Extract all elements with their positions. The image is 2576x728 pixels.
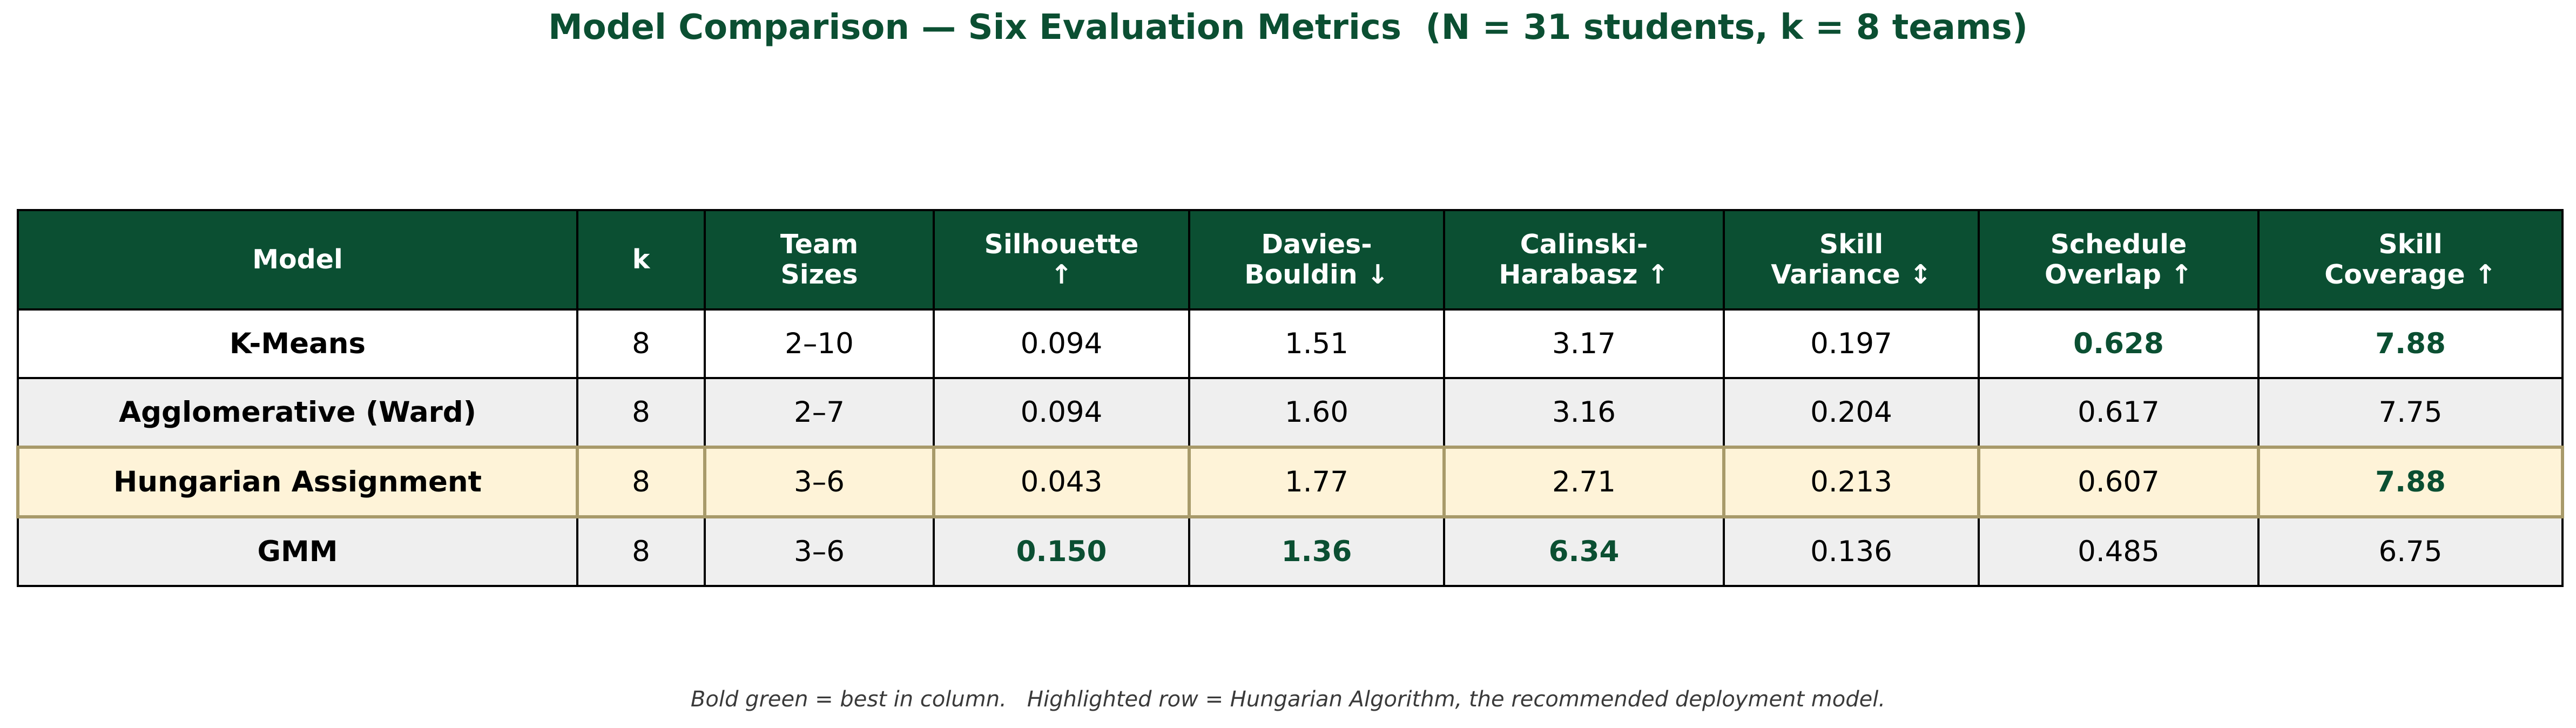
table-row: Hungarian Assignment 8 3–6 0.043 1.77 2.71 0.2… — [16, 446, 2564, 518]
column-header-line: Skill — [2378, 229, 2443, 260]
column-header-silhouette: Silhouette ↑ — [933, 209, 1190, 311]
cell-calinski-harabasz: 3.16 — [1443, 377, 1725, 448]
comparison-table: Model k Team Sizes Silhouette ↑ Davies- Bouldin… — [16, 209, 2564, 587]
table-body: K-Means 8 2–10 0.094 1.51 3.17 0.197 0.628 7.88 A… — [16, 308, 2564, 587]
table-row: Agglomerative (Ward) 8 2–7 0.094 1.60 3.16 0.2… — [17, 377, 2564, 448]
cell-davies-bouldin: 1.36 — [1188, 516, 1445, 587]
cell-skill-coverage: 7.88 — [2257, 446, 2564, 518]
column-header-k: k — [576, 209, 706, 311]
cell-model: Agglomerative (Ward) — [17, 377, 578, 448]
column-header-line: Davies- — [1261, 229, 1372, 260]
column-header-model: Model — [17, 209, 578, 311]
cell-silhouette: 0.094 — [933, 377, 1190, 448]
cell-skill-variance: 0.197 — [1723, 308, 1980, 379]
column-header-calinski-harabasz: Calinski- Harabasz ↑ — [1443, 209, 1725, 311]
column-header-line: Variance ↕ — [1771, 259, 1932, 290]
cell-team-sizes: 3–6 — [704, 516, 935, 587]
cell-davies-bouldin: 1.77 — [1188, 446, 1446, 518]
chart-title: Model Comparison — Six Evaluation Metric… — [548, 8, 2028, 48]
column-header-line: Overlap ↑ — [2044, 259, 2193, 290]
cell-team-sizes: 2–7 — [704, 377, 935, 448]
cell-schedule-overlap: 0.628 — [1978, 308, 2260, 379]
column-header-team-sizes: Team Sizes — [704, 209, 935, 311]
column-header-line: k — [632, 244, 650, 275]
cell-team-sizes: 3–6 — [703, 446, 935, 518]
cell-calinski-harabasz: 6.34 — [1443, 516, 1725, 587]
cell-model: GMM — [17, 516, 578, 587]
cell-silhouette: 0.094 — [933, 308, 1190, 379]
column-header-line: Sizes — [780, 259, 858, 290]
cell-calinski-harabasz: 3.17 — [1443, 308, 1725, 379]
table-row: GMM 8 3–6 0.150 1.36 6.34 0.136 0.485 6.75 — [17, 516, 2564, 587]
column-header-line: Schedule — [2050, 229, 2187, 260]
column-header-line: Harabasz ↑ — [1499, 259, 1669, 290]
cell-skill-coverage: 7.75 — [2257, 377, 2564, 448]
column-header-line: Team — [780, 229, 859, 260]
cell-skill-coverage: 7.88 — [2257, 308, 2564, 379]
cell-model: K-Means — [17, 308, 578, 379]
cell-skill-coverage: 6.75 — [2257, 516, 2564, 587]
cell-k: 8 — [576, 446, 706, 518]
footnote: Bold green = best in column. Highlighted… — [690, 687, 1886, 712]
column-header-line: ↑ — [1050, 259, 1073, 290]
column-header-schedule-overlap: Schedule Overlap ↑ — [1978, 209, 2260, 311]
cell-silhouette: 0.150 — [933, 516, 1190, 587]
cell-team-sizes: 2–10 — [704, 308, 935, 379]
cell-schedule-overlap: 0.617 — [1978, 377, 2260, 448]
column-header-line: Coverage ↑ — [2324, 259, 2497, 290]
column-header-line: Silhouette — [984, 229, 1139, 260]
column-header-line: Bouldin ↓ — [1244, 259, 1389, 290]
table-header: Model k Team Sizes Silhouette ↑ Davies- Bouldin… — [17, 209, 2564, 311]
column-header-line: Model — [252, 244, 343, 275]
column-header-davies-bouldin: Davies- Bouldin ↓ — [1188, 209, 1445, 311]
cell-davies-bouldin: 1.60 — [1188, 377, 1445, 448]
cell-calinski-harabasz: 2.71 — [1442, 446, 1725, 518]
column-header-skill-coverage: Skill Coverage ↑ — [2257, 209, 2564, 311]
column-header-line: Calinski- — [1520, 229, 1648, 260]
header-row: Model k Team Sizes Silhouette ↑ Davies- Bouldin… — [17, 209, 2564, 311]
column-header-line: Skill — [1819, 229, 1884, 260]
cell-silhouette: 0.043 — [932, 446, 1191, 518]
cell-davies-bouldin: 1.51 — [1188, 308, 1445, 379]
cell-k: 8 — [576, 377, 706, 448]
cell-k: 8 — [576, 516, 706, 587]
column-header-skill-variance: Skill Variance ↕ — [1723, 209, 1980, 311]
cell-schedule-overlap: 0.485 — [1978, 516, 2260, 587]
cell-k: 8 — [576, 308, 706, 379]
table-row: K-Means 8 2–10 0.094 1.51 3.17 0.197 0.628 7.88 — [17, 308, 2564, 379]
cell-skill-variance: 0.213 — [1722, 446, 1980, 518]
cell-schedule-overlap: 0.607 — [1977, 446, 2260, 518]
cell-model: Hungarian Assignment — [16, 446, 579, 518]
cell-skill-variance: 0.136 — [1723, 516, 1980, 587]
cell-skill-variance: 0.204 — [1723, 377, 1980, 448]
